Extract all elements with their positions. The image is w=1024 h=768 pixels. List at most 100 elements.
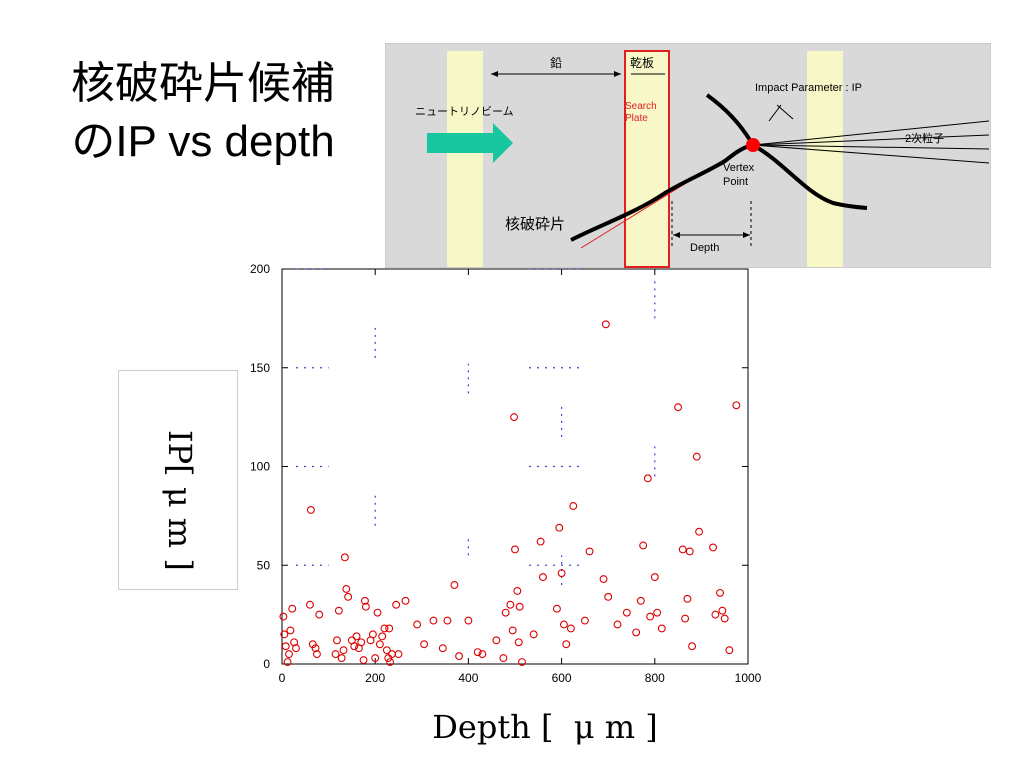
vertex-point-icon — [746, 138, 760, 152]
title-line-1: 核破砕片候補 — [71, 58, 335, 109]
search-plate-label-2: Plate — [625, 113, 648, 124]
beam-arrow-icon — [427, 123, 513, 163]
data-point — [375, 640, 384, 649]
data-point — [473, 648, 482, 657]
lower-track — [752, 143, 868, 210]
data-point — [711, 610, 720, 619]
data-points — [279, 320, 741, 666]
data-point — [632, 628, 641, 637]
secondary-track-4 — [752, 120, 990, 146]
data-point — [557, 569, 566, 578]
data-point — [653, 608, 662, 617]
data-point — [643, 474, 652, 483]
lead-plate-right — [807, 51, 843, 267]
data-point — [599, 575, 608, 584]
data-point — [361, 602, 370, 611]
data-point — [450, 581, 459, 589]
data-point — [311, 644, 320, 653]
data-point — [378, 632, 387, 641]
data-point — [420, 640, 429, 649]
experiment-diagram: 鉛 乾板 ニュートリノビーム Search Plate Impact Param… — [385, 43, 991, 268]
data-point — [511, 545, 519, 554]
depth-label: Depth — [690, 242, 719, 254]
data-point — [280, 630, 289, 639]
x-tick-label: 400 — [458, 671, 478, 685]
arrowhead-right — [614, 71, 621, 77]
depth-arrow-left — [673, 232, 680, 238]
fragment-label: 核破砕片 — [505, 216, 565, 233]
y-tick-label: 50 — [257, 558, 271, 572]
data-point — [286, 626, 295, 635]
data-point — [340, 553, 349, 562]
emulsion-plate-label: 乾板 — [630, 56, 654, 70]
data-point — [368, 630, 377, 639]
data-point — [392, 600, 401, 609]
data-point — [555, 523, 564, 532]
data-point — [514, 638, 523, 647]
data-point — [413, 620, 422, 629]
data-point — [716, 588, 724, 597]
data-point — [580, 616, 589, 625]
data-point — [352, 632, 361, 641]
data-point — [315, 610, 324, 619]
lead-label: 鉛 — [550, 56, 562, 70]
data-point — [681, 614, 690, 623]
data-point — [283, 658, 292, 666]
data-point — [501, 608, 510, 617]
data-point — [292, 644, 300, 653]
secondary-track-3 — [752, 144, 990, 164]
data-point — [401, 596, 410, 605]
data-point — [510, 413, 519, 422]
ip-pointer-upper — [768, 104, 782, 122]
search-plate — [624, 50, 670, 268]
vertex-label-1: Vertex — [723, 162, 755, 174]
data-point — [331, 650, 340, 659]
data-point — [604, 592, 613, 601]
secondary-track-2 — [752, 144, 990, 150]
data-point — [385, 624, 394, 633]
data-point — [688, 642, 697, 651]
data-point — [613, 620, 622, 629]
data-point — [478, 650, 487, 659]
data-point — [683, 594, 692, 603]
data-point — [657, 624, 666, 633]
data-point — [438, 644, 447, 653]
data-point — [678, 545, 687, 554]
data-point — [569, 502, 578, 510]
data-point — [342, 585, 351, 593]
data-point — [359, 656, 368, 664]
x-tick-label: 1000 — [735, 671, 762, 685]
data-point — [718, 606, 727, 615]
data-point — [337, 654, 346, 663]
data-point — [636, 596, 645, 605]
data-point — [306, 600, 314, 609]
data-point — [646, 612, 655, 621]
data-point — [350, 642, 359, 651]
data-point — [339, 646, 348, 655]
data-point — [506, 600, 515, 609]
data-point — [585, 547, 594, 556]
data-point — [279, 612, 288, 621]
data-point — [725, 646, 734, 655]
data-point — [464, 616, 473, 625]
data-point — [492, 636, 501, 645]
data-point — [692, 452, 701, 461]
x-tick-label: 800 — [645, 671, 665, 685]
y-axis-label: IP[ μ m ] — [161, 430, 199, 571]
data-point — [529, 630, 538, 639]
data-point — [285, 650, 293, 659]
arrowhead-left — [491, 71, 498, 77]
data-point — [344, 592, 353, 601]
data-point — [288, 604, 297, 613]
data-point — [732, 401, 741, 410]
ip-pointer-lower — [776, 104, 794, 120]
data-point — [536, 537, 545, 546]
data-point — [373, 608, 382, 617]
x-tick-label: 200 — [365, 671, 385, 685]
data-point — [360, 596, 369, 605]
y-tick-label: 0 — [263, 657, 270, 671]
x-axis-label: Depth [ μ m ] — [432, 708, 658, 746]
data-point — [720, 614, 729, 623]
data-point — [562, 640, 571, 649]
impact-parameter-label: Impact Parameter : IP — [755, 82, 862, 94]
